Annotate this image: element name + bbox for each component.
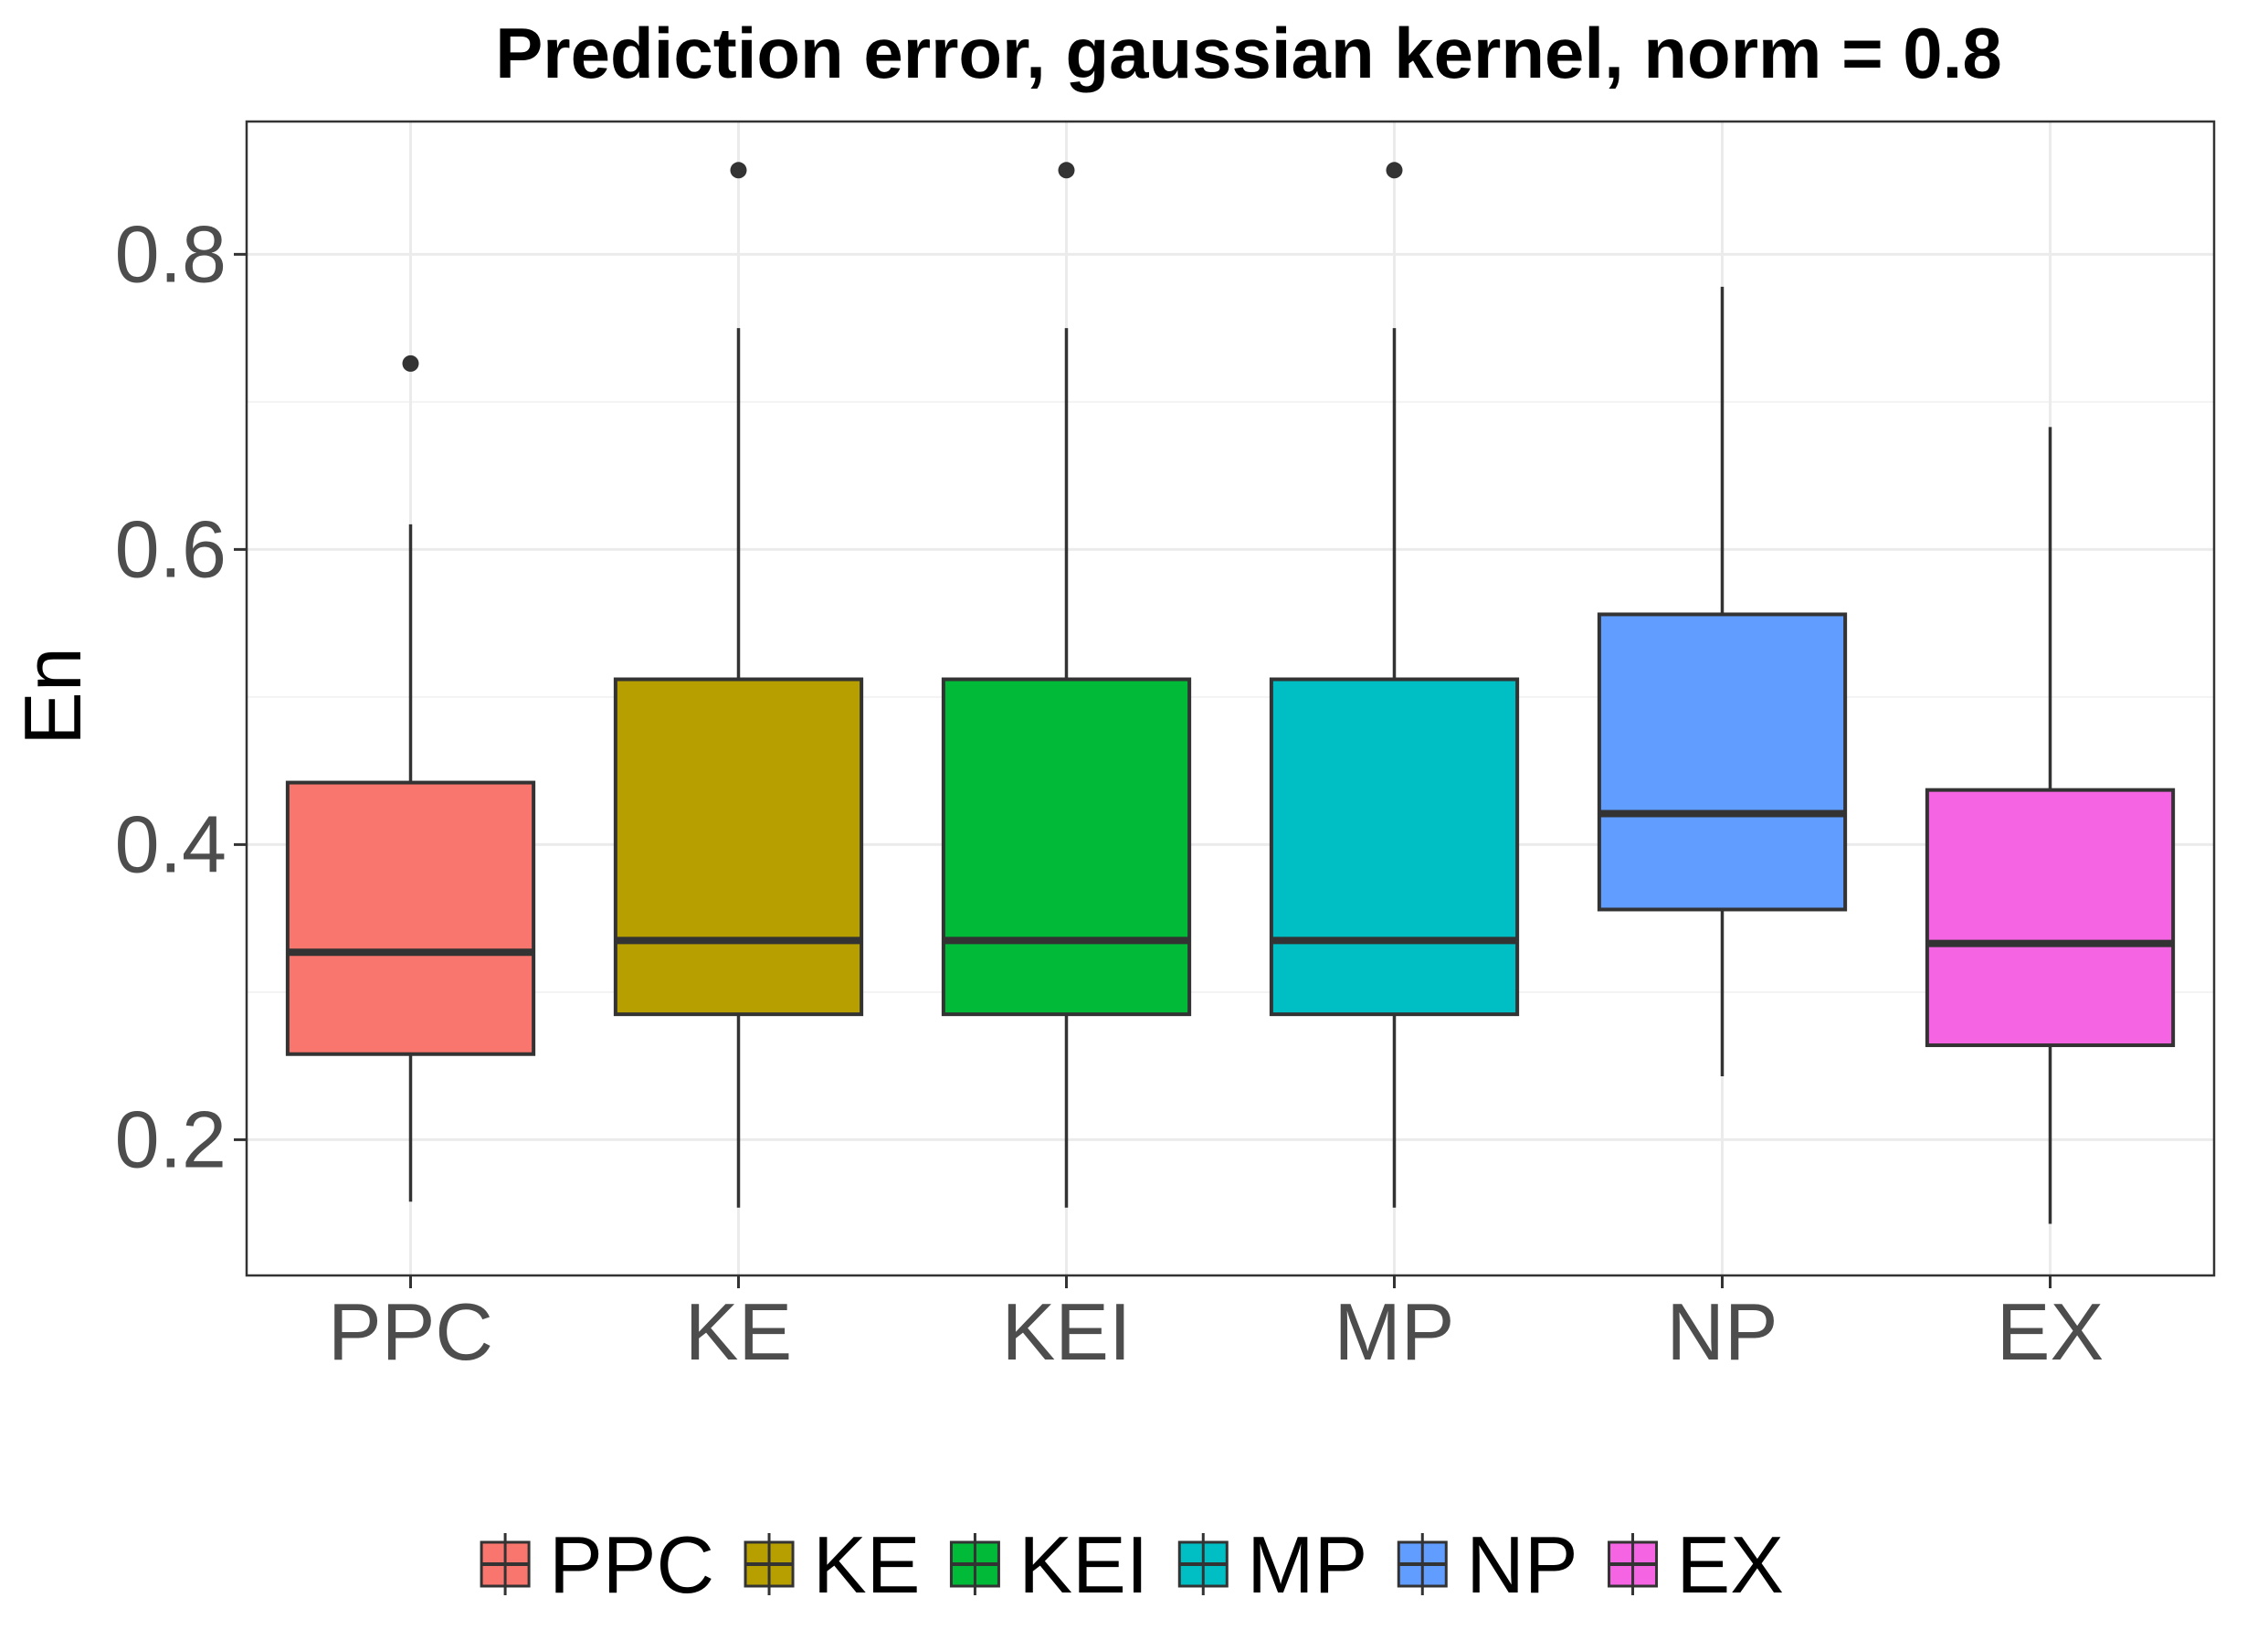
legend-label: KEI xyxy=(1018,1519,1148,1610)
legend-item-np: NP xyxy=(1397,1519,1578,1610)
outlier-point xyxy=(1386,162,1403,179)
x-tick-label: KE xyxy=(685,1286,792,1377)
legend-item-kei: KEI xyxy=(949,1519,1148,1610)
box-layer xyxy=(285,162,2176,1224)
box-np xyxy=(1597,286,1848,1076)
y-axis-label: En xyxy=(7,647,98,746)
x-tick-label: NP xyxy=(1666,1286,1777,1377)
legend-label: KE xyxy=(813,1519,920,1610)
chart-title: Prediction error, gaussian kernel, norm … xyxy=(495,13,2001,93)
box-body xyxy=(1269,677,1520,1017)
legend-item-mp: MP xyxy=(1177,1519,1367,1610)
x-tick-label: EX xyxy=(1997,1286,2104,1377)
legend-item-ex: EX xyxy=(1608,1519,1784,1610)
box-body xyxy=(1597,612,1848,912)
legend-item-ppc: PPC xyxy=(480,1519,714,1610)
y-tick-label: 0.6 xyxy=(115,503,227,594)
grid-layer xyxy=(247,122,2214,1275)
outlier-point xyxy=(730,162,747,179)
x-tick-label: KEI xyxy=(1002,1286,1132,1377)
box-ppc xyxy=(285,354,536,1202)
legend-label: MP xyxy=(1247,1519,1367,1610)
box-mp xyxy=(1269,162,1520,1208)
box-body xyxy=(613,677,864,1017)
outlier-point xyxy=(402,354,419,372)
x-tick-label: MP xyxy=(1334,1286,1455,1377)
legend-label: NP xyxy=(1466,1519,1577,1610)
x-tick-label: PPC xyxy=(328,1286,493,1377)
box-kei xyxy=(941,162,1192,1208)
y-tick-label: 0.8 xyxy=(115,208,227,299)
box-body xyxy=(941,677,1192,1017)
panel-border xyxy=(245,120,2216,1277)
box-ex xyxy=(1925,427,2176,1224)
legend-label: EX xyxy=(1677,1519,1784,1610)
axis-layer: 0.2 0.4 0.6 0.8 PPC KE KEI MP NP EX xyxy=(115,208,2104,1377)
legend-label: PPC xyxy=(549,1519,714,1610)
legend-item-ke: KE xyxy=(744,1519,920,1610)
y-tick-label: 0.4 xyxy=(115,799,227,889)
y-tick-label: 0.2 xyxy=(115,1094,227,1184)
box-body xyxy=(1925,788,2176,1048)
outlier-point xyxy=(1058,162,1075,179)
box-ke xyxy=(613,162,864,1208)
legend: PPC KE KEI MP NP EX xyxy=(480,1519,1784,1610)
box-body xyxy=(285,780,536,1056)
